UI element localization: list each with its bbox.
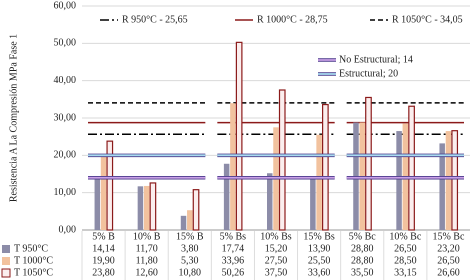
bar bbox=[310, 178, 316, 230]
table-value: 13,90 bbox=[308, 243, 331, 254]
table-value: 27,50 bbox=[265, 255, 288, 266]
y-tick-label: 0,00 bbox=[59, 224, 77, 235]
bar bbox=[100, 155, 107, 230]
bar bbox=[192, 189, 200, 231]
table-value: 33,15 bbox=[394, 267, 417, 278]
table-value: 3,80 bbox=[181, 243, 199, 254]
bar bbox=[223, 163, 230, 230]
bar bbox=[451, 130, 459, 231]
x-tick-label: 10% Bc bbox=[389, 231, 422, 242]
y-tick-label: 50,00 bbox=[54, 38, 77, 49]
table-value: 23,20 bbox=[437, 243, 460, 254]
legend-label: T 1000°C bbox=[14, 255, 53, 266]
table-value: 17,74 bbox=[222, 243, 245, 254]
legend-swatch bbox=[2, 257, 10, 265]
bar bbox=[149, 182, 157, 231]
bar bbox=[106, 140, 114, 231]
x-tick-label: 5% B bbox=[92, 231, 115, 242]
bar bbox=[445, 131, 452, 230]
table-value: 37,50 bbox=[265, 267, 288, 278]
table-value: 25,50 bbox=[308, 255, 331, 266]
bar bbox=[143, 185, 150, 230]
table-value: 11,70 bbox=[136, 243, 158, 254]
x-tick-label: 5% Bs bbox=[220, 231, 247, 242]
bar bbox=[396, 131, 402, 230]
legend-label: R 950°C - 25,65 bbox=[122, 14, 188, 25]
table-value: 10,80 bbox=[179, 267, 202, 278]
legend-label: Estructural; 20 bbox=[339, 68, 398, 79]
y-tick-label: 20,00 bbox=[54, 150, 77, 161]
legend-swatch bbox=[2, 245, 10, 253]
bar bbox=[408, 105, 415, 231]
table-value: 33,60 bbox=[308, 267, 331, 278]
legend-label: R 1000°C - 28,75 bbox=[257, 14, 328, 25]
table-value: 35,50 bbox=[351, 267, 374, 278]
legend-swatch bbox=[1, 268, 11, 278]
bar bbox=[365, 96, 372, 231]
y-tick-label: 40,00 bbox=[54, 75, 77, 86]
bar bbox=[235, 41, 243, 231]
y-tick-label: 60,00 bbox=[54, 0, 77, 11]
y-tick-label: 10,00 bbox=[54, 187, 77, 198]
bar bbox=[316, 134, 322, 230]
bar bbox=[230, 103, 236, 230]
x-tick-label: 15% Bs bbox=[303, 231, 335, 242]
table-value: 19,90 bbox=[92, 255, 115, 266]
table-value: 33,96 bbox=[222, 255, 245, 266]
bar bbox=[137, 186, 144, 230]
x-tick-label: 5% Bc bbox=[349, 231, 377, 242]
table-value: 28,80 bbox=[351, 255, 374, 266]
bar bbox=[180, 215, 187, 230]
bar bbox=[322, 103, 329, 231]
table-value: 28,80 bbox=[351, 243, 374, 254]
x-tick-label: 15% Bc bbox=[432, 231, 465, 242]
table-value: 50,26 bbox=[222, 267, 245, 278]
legend-label: No Estructural; 14 bbox=[339, 54, 413, 65]
x-tick-label: 10% Bs bbox=[260, 231, 292, 242]
table-value: 23,80 bbox=[92, 267, 115, 278]
legend-label: R 1050°C - 34,05 bbox=[392, 14, 463, 25]
table-value: 15,20 bbox=[265, 243, 288, 254]
table-value: 5,30 bbox=[181, 255, 199, 266]
table-value: 14,14 bbox=[92, 243, 115, 254]
bar bbox=[439, 143, 445, 230]
bar bbox=[94, 177, 101, 230]
x-tick-label: 15% B bbox=[176, 231, 204, 242]
table-value: 28,50 bbox=[394, 255, 417, 266]
table-value: 26,50 bbox=[394, 243, 417, 254]
table-value: 12,60 bbox=[135, 267, 158, 278]
bar bbox=[267, 173, 273, 230]
bar bbox=[187, 210, 193, 230]
table-value: 26,50 bbox=[437, 255, 460, 266]
y-tick-label: 30,00 bbox=[54, 112, 77, 123]
bar bbox=[278, 89, 286, 231]
legend-label: T 950°C bbox=[14, 243, 48, 254]
y-axis-title: Resistencia A La Compresión MPa Fase 1 bbox=[8, 34, 19, 202]
table-value: 26,60 bbox=[437, 267, 460, 278]
x-tick-label: 10% B bbox=[133, 231, 161, 242]
legend-label: T 1050°C bbox=[14, 267, 53, 278]
table-value: 11,80 bbox=[136, 255, 158, 266]
